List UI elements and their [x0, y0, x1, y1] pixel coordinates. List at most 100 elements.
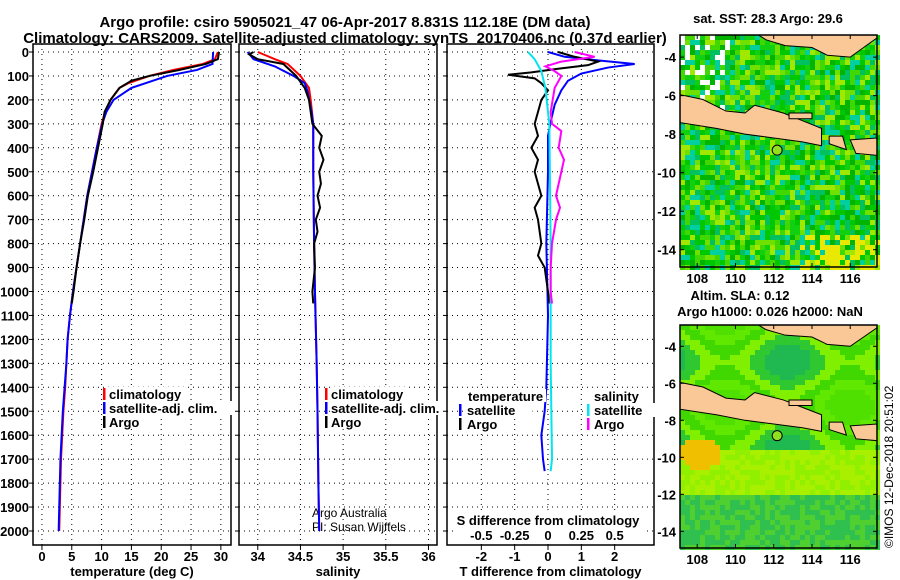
x-tick-label: 0 [38, 549, 45, 564]
lon-tick-label: 108 [686, 552, 708, 567]
lat-tick-label: -12 [657, 487, 676, 502]
lat-tick-label: -10 [657, 450, 676, 465]
sla-map-title-2: Argo h1000: 0.026 h2000: NaN [677, 304, 863, 319]
lon-tick-label: 110 [725, 552, 746, 567]
legend-title-temperature: temperature [468, 389, 543, 404]
plot-frame [32, 43, 232, 546]
y-tick-label: 800 [7, 237, 29, 252]
s-tick-label: -0.5 [470, 528, 492, 543]
temperature-panel: 0 5 10 15 20 25 300100200300400500600700800900… [0, 43, 248, 579]
lat-tick-label: -14 [657, 243, 677, 258]
argo-location-marker [771, 430, 783, 442]
land-polygon [679, 381, 823, 433]
x-tick-label: 20 [154, 549, 168, 564]
y-tick-label: 2000 [0, 524, 29, 539]
y-tick-label: 1300 [0, 356, 29, 371]
x-tick-label: 36 [421, 549, 435, 564]
x-tick-label: -2 [476, 549, 488, 564]
legend-swatch [325, 402, 328, 414]
y-tick-label: 600 [7, 189, 29, 204]
legend-label: Argo [467, 417, 497, 432]
series-line-argo [70, 51, 221, 304]
series-line-satellite-adj-clim- [246, 51, 321, 532]
x-tick-label: 15 [124, 549, 138, 564]
map-frame [679, 34, 878, 268]
sla-map: 108 110 112 114 116 -4 -6 -8 -10 -12 -14 [657, 324, 880, 567]
legend-label: Argo [594, 417, 624, 432]
sst-map-title: sat. SST: 28.3 Argo: 29.6 [693, 11, 843, 26]
land-polygon [679, 94, 823, 147]
lon-tick-label: 112 [763, 271, 784, 286]
lat-tick-label: -12 [657, 204, 676, 219]
series-line-climatology [257, 51, 321, 532]
legend-label: satellite-adj. clim. [109, 401, 217, 416]
lat-tick-label: -8 [664, 127, 676, 142]
y-tick-label: 1400 [0, 380, 29, 395]
plot-frame [446, 43, 655, 546]
legend-label: Argo [109, 415, 139, 430]
credit-pi: PI: Susan Wijffels [312, 520, 406, 534]
x-tick-label: 30 [214, 549, 228, 564]
legend-label: Argo [331, 415, 361, 430]
lat-tick-label: -6 [664, 89, 676, 104]
x-tick-label: 5 [68, 549, 75, 564]
x-tick-label: 0 [544, 549, 551, 564]
legend-label: satellite [467, 403, 515, 418]
salinity-panel: 34 34.5 35 35.5 36 salinity climatologysatelli… [235, 43, 470, 579]
s-axis-label: S difference from climatology [457, 513, 641, 528]
title-line-1: Argo profile: csiro 5905021_47 06-Apr-20… [99, 14, 590, 31]
y-tick-label: 200 [7, 93, 29, 108]
x-tick-label: 10 [94, 549, 108, 564]
lon-tick-label: 114 [801, 552, 823, 567]
lon-tick-label: 112 [763, 552, 784, 567]
difference-panel: -2 -1 0 1 2T difference from climatology S di… [443, 43, 660, 579]
credit-argo-australia: Argo Australia [312, 506, 387, 520]
lat-tick-label: -8 [664, 413, 676, 428]
y-tick-label: 900 [7, 261, 29, 276]
legend-swatch [103, 402, 106, 414]
series-line-temperature-argo [507, 51, 602, 304]
y-tick-label: 1700 [0, 452, 29, 467]
legend-swatch [459, 404, 462, 416]
argo-location-marker [771, 144, 783, 156]
sla-map-title-1: Altim. SLA: 0.12 [691, 288, 790, 303]
y-tick-label: 1900 [0, 500, 29, 515]
y-tick-label: 700 [7, 213, 29, 228]
legend-swatch [587, 418, 590, 430]
lat-tick-label: -6 [664, 376, 676, 391]
legend-swatch [459, 418, 462, 430]
x-tick-label: 34.5 [288, 549, 313, 564]
lon-tick-label: 108 [686, 271, 708, 286]
x-tick-label: 34 [251, 549, 266, 564]
legend-label: satellite-adj. clim. [331, 401, 439, 416]
lon-tick-label: 116 [840, 271, 861, 286]
y-tick-label: 1000 [0, 285, 29, 300]
s-tick-label: 0.5 [606, 528, 624, 543]
y-tick-label: 400 [7, 141, 29, 156]
lat-tick-label: -4 [664, 339, 676, 354]
y-tick-label: 1800 [0, 476, 29, 491]
legend-label: climatology [109, 387, 182, 402]
x-axis-label: temperature (deg C) [70, 564, 194, 579]
plot-frame [238, 43, 438, 546]
imos-timestamp: ©IMOS 12-Dec-2018 20:51:02 [882, 385, 896, 548]
series-line-salinity-argo [542, 51, 595, 304]
lat-tick-label: -10 [657, 166, 676, 181]
lat-tick-label: -14 [657, 524, 677, 539]
x-tick-label: 1 [578, 549, 585, 564]
legend-label: satellite [594, 403, 642, 418]
lon-tick-label: 116 [840, 552, 861, 567]
series-line-satellite-adj-clim- [57, 51, 215, 532]
y-tick-label: 1500 [0, 404, 29, 419]
s-tick-label: -0.25 [500, 528, 530, 543]
land-polygon [788, 399, 813, 407]
x-axis-label: salinity [316, 564, 362, 579]
legend-swatch [103, 388, 106, 400]
land-polygon [828, 421, 848, 436]
x-tick-label: 2 [611, 549, 618, 564]
land-polygon [828, 135, 848, 151]
land-polygon [788, 112, 813, 120]
lat-tick-label: -4 [664, 50, 676, 65]
y-tick-label: 1100 [1, 308, 29, 323]
